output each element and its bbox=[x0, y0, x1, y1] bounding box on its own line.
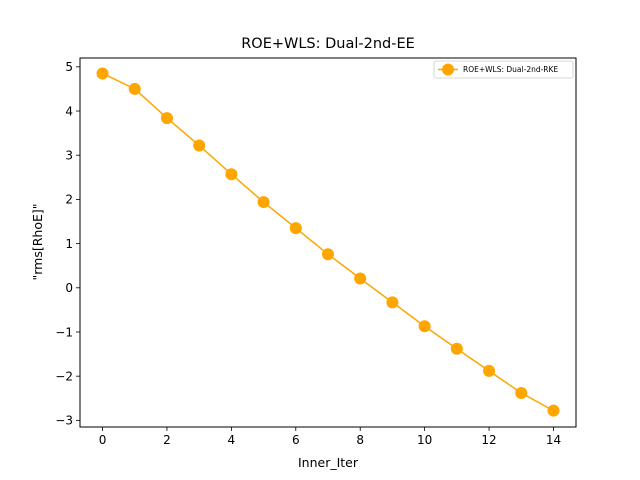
data-point bbox=[322, 248, 334, 261]
y-tick-label: 2 bbox=[65, 193, 73, 207]
legend: ROE+WLS: Dual-2nd-RKE bbox=[433, 60, 574, 79]
y-tick-label: −1 bbox=[55, 325, 73, 339]
y-tick-label: 5 bbox=[65, 60, 73, 74]
y-tick-label: 4 bbox=[65, 104, 73, 118]
data-point bbox=[483, 364, 496, 377]
x-tick-label: 2 bbox=[163, 433, 171, 447]
data-point bbox=[257, 196, 270, 209]
x-tick-label: 6 bbox=[292, 433, 300, 447]
legend-marker-swatch bbox=[442, 63, 454, 76]
chart-title: ROE+WLS: Dual-2nd-EE bbox=[241, 36, 415, 52]
x-tick-label: 10 bbox=[417, 433, 432, 447]
data-point bbox=[160, 112, 173, 125]
data-point bbox=[289, 222, 302, 235]
data-point bbox=[450, 342, 463, 355]
x-tick-label: 12 bbox=[481, 433, 496, 447]
series-line bbox=[102, 72, 554, 412]
data-point bbox=[225, 168, 238, 181]
y-tick-label: −3 bbox=[55, 414, 73, 428]
y-axis-title: "rms[RhoE]" bbox=[30, 203, 45, 280]
x-axis-title: Inner_Iter bbox=[298, 455, 359, 470]
data-point bbox=[193, 139, 206, 152]
y-tick-label: −2 bbox=[55, 369, 73, 383]
data-point bbox=[547, 404, 560, 417]
legend-box bbox=[433, 60, 574, 79]
data-point bbox=[386, 296, 399, 309]
y-tick-label: 0 bbox=[65, 281, 73, 295]
data-point bbox=[418, 320, 431, 333]
x-tick-label: 8 bbox=[356, 433, 364, 447]
legend-label: ROE+WLS: Dual-2nd-RKE bbox=[463, 65, 558, 74]
data-point bbox=[128, 82, 141, 95]
data-point bbox=[96, 67, 109, 80]
x-tick-label: 4 bbox=[228, 433, 236, 447]
plot-series bbox=[96, 67, 560, 417]
plot-frame bbox=[79, 57, 577, 428]
x-tick-label: 14 bbox=[546, 433, 561, 447]
x-tick-label: 0 bbox=[99, 433, 107, 447]
y-tick-label: 1 bbox=[65, 237, 73, 251]
data-point bbox=[515, 386, 528, 399]
y-tick-label: 3 bbox=[65, 149, 73, 163]
data-point bbox=[354, 272, 367, 285]
